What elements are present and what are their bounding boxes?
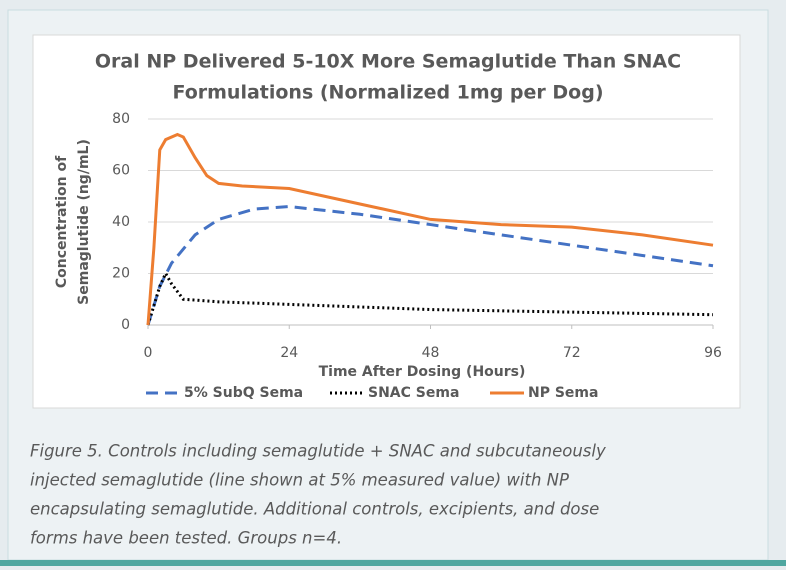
- x-axis-label: Time After Dosing (Hours): [319, 364, 526, 380]
- chart-title: Formulations (Normalized 1mg per Dog): [172, 82, 603, 104]
- y-tick-label: 20: [112, 266, 130, 282]
- x-tick-label: 72: [563, 345, 581, 361]
- x-tick-label: 48: [422, 345, 440, 361]
- y-axis-label: Semaglutide (ng/mL): [76, 139, 92, 305]
- caption-line: Figure 5. Controls including semaglutide…: [30, 442, 606, 461]
- x-tick-label: 24: [280, 345, 298, 361]
- chart-title: Oral NP Delivered 5-10X More Semaglutide…: [95, 51, 681, 73]
- y-tick-label: 40: [112, 214, 130, 230]
- y-tick-label: 60: [112, 163, 130, 179]
- bottom-strip: [0, 560, 786, 566]
- caption-line: injected semaglutide (line shown at 5% m…: [30, 471, 569, 490]
- y-tick-label: 80: [112, 111, 130, 127]
- x-tick-label: 0: [144, 345, 153, 361]
- legend-label: SNAC Sema: [368, 385, 459, 401]
- series-line: [146, 132, 714, 326]
- y-tick-label: 0: [121, 317, 130, 333]
- caption: Figure 5. Controls including semaglutide…: [30, 442, 606, 548]
- legend-label: NP Sema: [528, 385, 598, 401]
- y-axis-label: Concentration of: [54, 155, 70, 288]
- chart: Oral NP Delivered 5-10X More Semaglutide…: [54, 51, 722, 402]
- legend-label: 5% SubQ Sema: [184, 385, 303, 401]
- series-line: [146, 205, 714, 326]
- x-tick-label: 96: [704, 345, 722, 361]
- caption-line: forms have been tested. Groups n=4.: [30, 529, 342, 548]
- caption-line: encapsulating semaglutide. Additional co…: [30, 500, 599, 519]
